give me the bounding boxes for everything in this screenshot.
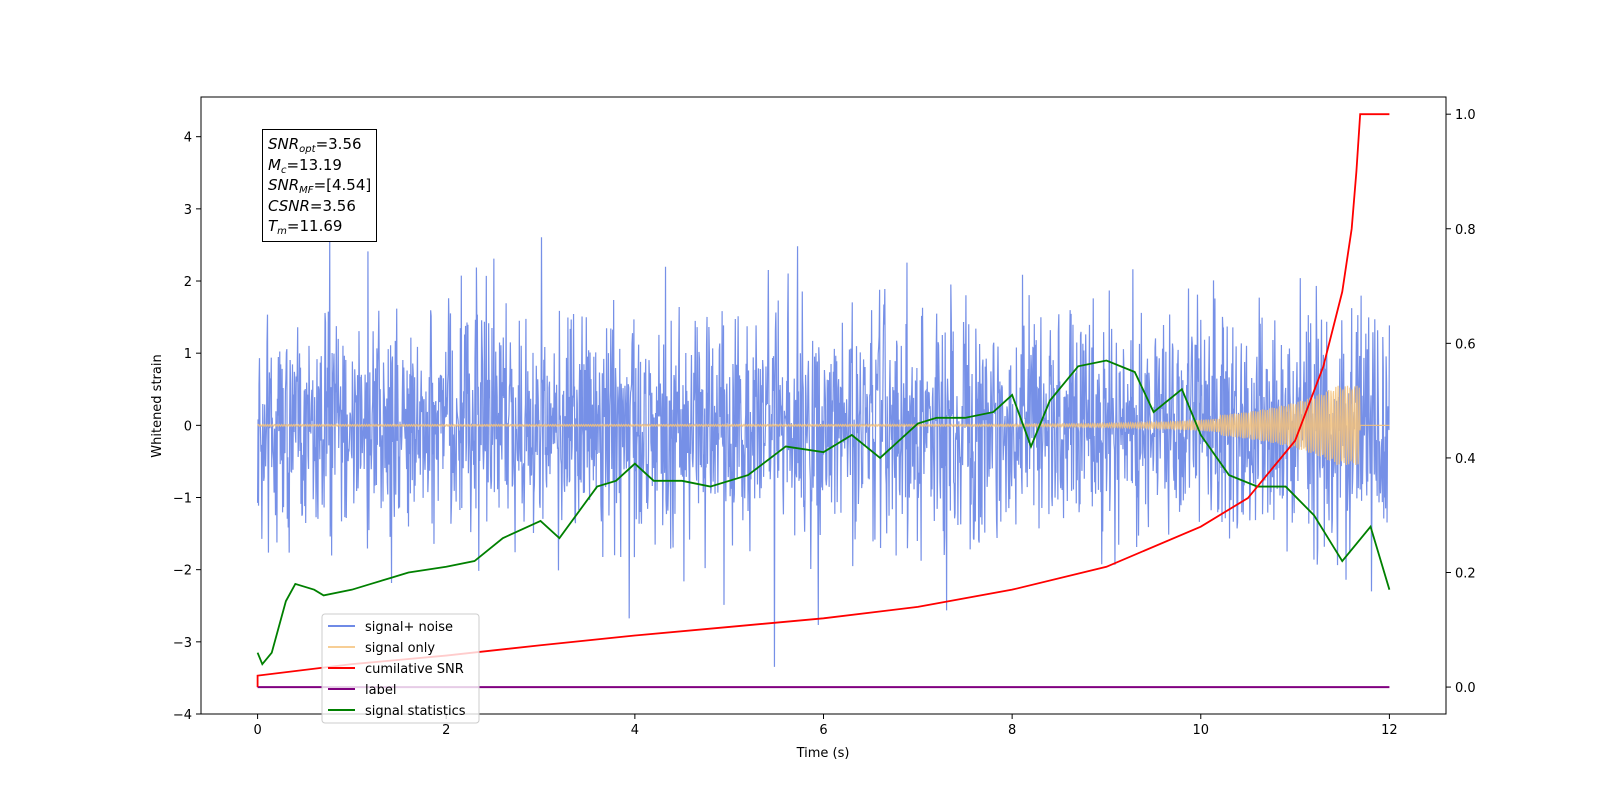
y-axis-label: Whitened strain <box>150 354 165 457</box>
legend-frame <box>321 613 480 724</box>
legend-entry-label: cumilative SNR <box>365 662 464 677</box>
y-tick-label: 4 <box>184 131 192 146</box>
x-tick-label: 4 <box>631 723 639 738</box>
y2-tick-label: 1.0 <box>1455 108 1476 123</box>
y2-tick-label: 0.6 <box>1455 337 1476 352</box>
y-tick-label: −3 <box>173 636 192 651</box>
series-signal-only <box>257 385 1390 465</box>
series-signal-plus-noise <box>256 236 1391 667</box>
x-tick-label: 6 <box>819 723 827 738</box>
y2-tick-label: 0.4 <box>1455 452 1476 467</box>
legend-entry-label: label <box>365 683 396 698</box>
y-tick-label: 1 <box>184 347 192 362</box>
info-snr-mf: SNRMF=[4.54] <box>268 176 372 196</box>
series-signal-statistics <box>256 359 1391 666</box>
y2-tick-label: 0.0 <box>1455 681 1476 696</box>
info-snr-opt: SNRopt=3.56 <box>268 135 362 155</box>
y-tick-label: 3 <box>184 203 192 218</box>
series-cumulative-snr <box>256 113 1390 688</box>
y2-tick-label: 0.2 <box>1455 566 1476 581</box>
legend-entry-label: signal statistics <box>365 704 466 719</box>
legend-entry-label: signal only <box>365 641 435 656</box>
x-tick-label: 12 <box>1381 723 1398 738</box>
y-tick-label: −4 <box>173 708 192 723</box>
y-tick-label: −1 <box>173 492 192 507</box>
y-tick-label: −2 <box>173 564 192 579</box>
x-tick-label: 8 <box>1008 723 1016 738</box>
plot-series-layer <box>256 113 1391 689</box>
info-mc: Mc=13.19 <box>268 155 342 176</box>
info-tm: Tm=11.69 <box>268 217 343 237</box>
statistics-info-box: SNRopt=3.56 Mc=13.19 SNRMF=[4.54] CSNR=3… <box>262 129 378 242</box>
x-tick-label: 2 <box>442 723 450 738</box>
y2-tick-label: 0.8 <box>1455 223 1476 238</box>
x-tick-label: 10 <box>1192 723 1209 738</box>
legend-entry-label: signal+ noise <box>365 620 453 635</box>
y-tick-label: 0 <box>184 419 192 434</box>
y-tick-label: 2 <box>184 275 192 290</box>
x-tick-label: 0 <box>253 723 261 738</box>
x-axis-label: Time (s) <box>796 746 850 761</box>
legend: signal+ noise signal only cumilative SNR la… <box>321 613 480 724</box>
info-csnr: CSNR=3.56 <box>268 196 356 215</box>
